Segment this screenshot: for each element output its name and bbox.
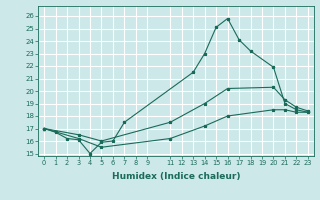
X-axis label: Humidex (Indice chaleur): Humidex (Indice chaleur): [112, 172, 240, 181]
